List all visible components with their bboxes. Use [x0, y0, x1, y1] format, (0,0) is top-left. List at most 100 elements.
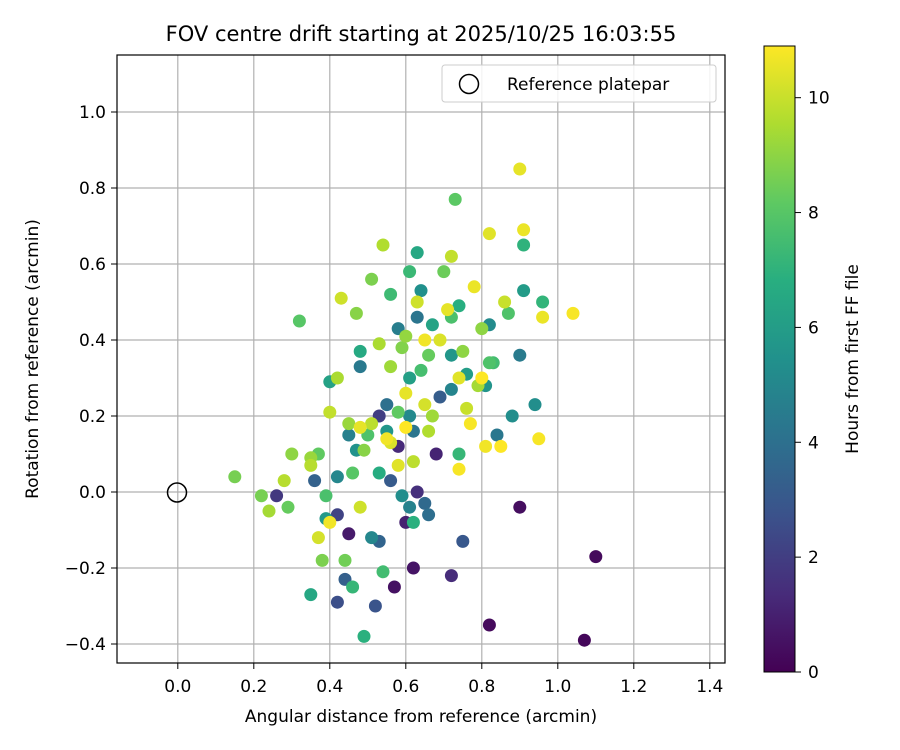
scatter-point — [293, 315, 306, 328]
scatter-point — [411, 246, 424, 259]
x-tick-label: 1.0 — [544, 677, 571, 697]
colorbar: 0 2 4 6 8 10 Hours from first FF file — [764, 46, 863, 683]
scatter-point — [460, 402, 473, 415]
colorbar-gradient — [764, 46, 795, 672]
scatter-point — [377, 239, 390, 252]
scatter-point — [464, 417, 477, 430]
colorbar-tick-label: 10 — [808, 89, 830, 109]
scatter-point — [453, 299, 466, 312]
scatter-point — [304, 588, 317, 601]
scatter-point — [350, 307, 363, 320]
scatter-point — [483, 619, 496, 632]
scatter-point — [388, 581, 401, 594]
scatter-point — [331, 470, 344, 483]
y-tick-label: 1.0 — [79, 103, 106, 123]
scatter-point — [399, 387, 412, 400]
scatter-point — [304, 459, 317, 472]
scatter-point — [354, 345, 367, 358]
scatter-point — [411, 296, 424, 309]
x-tick-label: 1.2 — [620, 677, 647, 697]
scatter-point — [396, 489, 409, 502]
scatter-point — [475, 372, 488, 385]
scatter-point — [354, 421, 367, 434]
scatter-point — [365, 273, 378, 286]
y-tick-label: 0.6 — [79, 255, 106, 275]
y-axis-label: Rotation from reference (arcmin) — [23, 219, 43, 499]
scatter-point — [418, 497, 431, 510]
scatter-point — [384, 474, 397, 487]
scatter-point — [323, 516, 336, 529]
scatter-point — [263, 505, 276, 518]
scatter-point — [228, 470, 241, 483]
scatter-point — [346, 467, 359, 480]
y-tick-label: 0.0 — [79, 483, 106, 503]
scatter-point — [532, 432, 545, 445]
scatter-points — [228, 163, 602, 647]
colorbar-tick-label: 2 — [808, 548, 819, 568]
scatter-point — [399, 330, 412, 343]
scatter-point — [468, 280, 481, 293]
scatter-point — [320, 489, 333, 502]
scatter-point — [567, 307, 580, 320]
scatter-point — [354, 360, 367, 373]
scatter-point — [415, 284, 428, 297]
scatter-point — [415, 364, 428, 377]
scatter-point — [331, 372, 344, 385]
colorbar-tick-label: 4 — [808, 433, 819, 453]
colorbar-tick-label: 0 — [808, 663, 819, 683]
scatter-point — [308, 474, 321, 487]
scatter-point — [502, 307, 515, 320]
y-tick-label: 0.2 — [79, 407, 106, 427]
scatter-point — [255, 489, 268, 502]
scatter-point — [285, 448, 298, 461]
scatter-point — [403, 265, 416, 278]
scatter-point — [384, 288, 397, 301]
scatter-point — [578, 634, 591, 647]
x-tick-label: 0.0 — [164, 677, 191, 697]
scatter-point — [384, 360, 397, 373]
colorbar-tick-label: 8 — [808, 204, 819, 224]
scatter-point — [411, 486, 424, 499]
scatter-point — [513, 163, 526, 176]
scatter-point — [358, 630, 371, 643]
scatter-point — [426, 410, 439, 423]
scatter-point — [278, 474, 291, 487]
scatter-point — [403, 410, 416, 423]
scatter-point — [365, 531, 378, 544]
scatter-point — [399, 421, 412, 434]
scatter-point — [529, 398, 542, 411]
chart-title: FOV centre drift starting at 2025/10/25 … — [166, 22, 677, 46]
scatter-point — [422, 425, 435, 438]
scatter-point — [445, 569, 458, 582]
scatter-point — [449, 193, 462, 206]
scatter-point — [270, 489, 283, 502]
scatter-point — [346, 581, 359, 594]
scatter-point — [407, 455, 420, 468]
scatter-point — [377, 565, 390, 578]
scatter-point — [483, 356, 496, 369]
scatter-point — [418, 398, 431, 411]
scatter-point — [282, 501, 295, 514]
scatter-point — [380, 432, 393, 445]
scatter-point — [418, 334, 431, 347]
scatter-point — [456, 535, 469, 548]
x-axis-ticks: 0.0 0.2 0.4 0.6 0.8 1.0 1.2 1.4 — [164, 663, 723, 697]
y-tick-label: 0.8 — [79, 179, 106, 199]
scatter-point — [498, 296, 511, 309]
scatter-point — [403, 501, 416, 514]
scatter-point — [323, 406, 336, 419]
scatter-point — [589, 550, 602, 563]
scatter-point — [380, 398, 393, 411]
scatter-point — [342, 527, 355, 540]
scatter-point — [434, 391, 447, 404]
y-tick-label: 0.4 — [79, 331, 106, 351]
scatter-point — [342, 429, 355, 442]
scatter-point — [369, 600, 382, 613]
scatter-point — [365, 417, 378, 430]
scatter-point — [517, 284, 530, 297]
colorbar-ticks: 0246810 — [795, 89, 830, 683]
scatter-point — [331, 596, 344, 609]
scatter-point — [517, 239, 530, 252]
scatter-point — [453, 463, 466, 476]
scatter-point — [513, 349, 526, 362]
